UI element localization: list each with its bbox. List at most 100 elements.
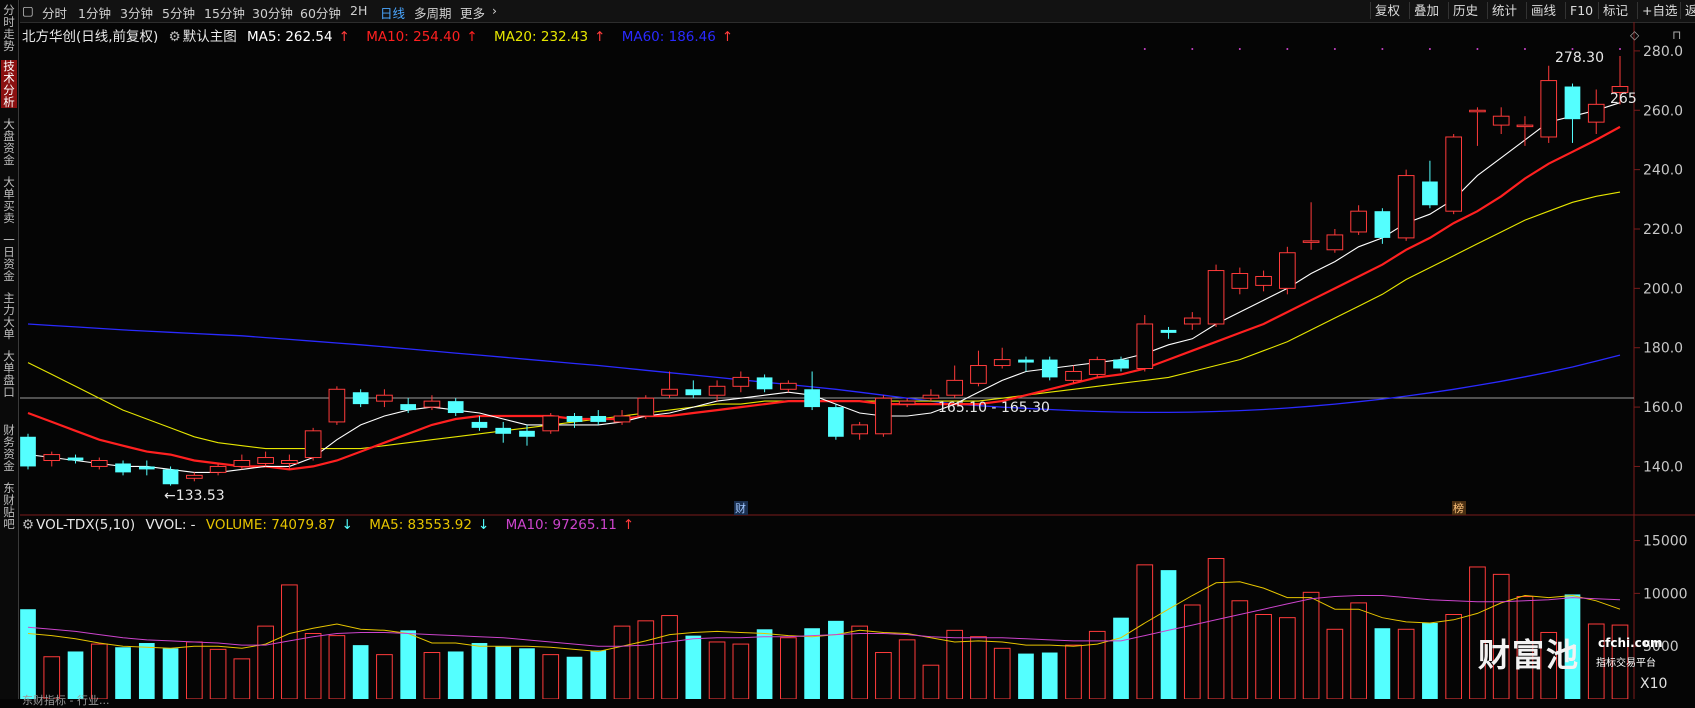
ma60-series-line — [27, 323, 1621, 414]
event-dot — [1333, 48, 1336, 50]
volume-bar — [233, 658, 251, 699]
period-tab-intraday[interactable]: 分时 — [42, 6, 68, 21]
candle-body — [946, 379, 964, 396]
toolbar-draw-button[interactable]: 画线 — [1526, 2, 1560, 19]
period-tab-1min[interactable]: 1分钟 — [78, 6, 111, 21]
candle-body — [804, 389, 820, 408]
chevron-right-icon[interactable]: › — [492, 3, 497, 18]
candle-body — [1207, 270, 1225, 325]
diamond-icon[interactable]: ◇ — [1630, 28, 1640, 42]
toolbar-stats-button[interactable]: 统计 — [1487, 2, 1521, 19]
volume-bar — [946, 629, 964, 699]
volume-bar — [162, 648, 179, 699]
period-tab-daily[interactable]: 日线 — [380, 6, 406, 21]
volume-bar — [732, 643, 750, 699]
candle-body — [566, 415, 583, 422]
volume-bar — [447, 651, 464, 699]
toolbar-watchlist-button[interactable]: +自选 — [1637, 2, 1681, 19]
candle-body — [898, 400, 916, 405]
candle-body — [1065, 370, 1082, 381]
volume-bar — [1422, 622, 1438, 699]
candle-body — [637, 397, 655, 417]
candle-body — [1611, 86, 1629, 93]
tab-intraday[interactable]: 分时走势 — [3, 3, 15, 53]
candle-body — [1041, 359, 1058, 378]
candle-body — [162, 469, 179, 485]
toolbar-overlay-button[interactable]: 叠加 — [1409, 2, 1443, 19]
volume-bar — [519, 648, 535, 699]
candle-body — [780, 382, 797, 390]
tab-daily-funds[interactable]: 一日资金 — [3, 233, 15, 283]
toolbar-back-button[interactable]: 返回 — [1680, 2, 1695, 19]
candle-body — [1445, 136, 1463, 212]
period-tab-3min[interactable]: 3分钟 — [120, 6, 153, 21]
vol-indicator-name[interactable]: VOL-TDX(5,10) — [36, 517, 136, 533]
range-label: 165.10 - 165.30 — [938, 400, 1050, 416]
volume-bar — [1088, 630, 1106, 699]
left-tab-bar: 分时走势 技术分析 大盘资金 大单买卖 一日资金 主力大单 大单盘口 财务资金 … — [0, 0, 19, 699]
volume-bar — [1207, 558, 1225, 699]
tab-market-funds[interactable]: 大盘资金 — [3, 117, 15, 167]
period-tab-5min[interactable]: 5分钟 — [162, 6, 195, 21]
vol-ma10-value: MA10: 97265.11 ↑ — [505, 517, 635, 533]
candle-body — [1374, 211, 1391, 238]
period-tab-30min[interactable]: 30分钟 — [252, 6, 293, 21]
volume-bar — [471, 643, 488, 699]
event-dot — [1286, 48, 1289, 50]
tab-technical-analysis[interactable]: 技术分析 — [1, 60, 17, 108]
candle-body — [43, 454, 61, 462]
low-price-label: ←133.53 — [164, 488, 225, 504]
event-dot — [1523, 48, 1526, 50]
price-tick-label: 180.0 — [1643, 341, 1683, 357]
toolbar-adjust-button[interactable]: 复权 — [1370, 2, 1404, 19]
period-tab-multi[interactable]: 多周期 — [414, 6, 452, 21]
gear-icon[interactable]: ⚙ — [22, 517, 35, 533]
volume-bar — [708, 641, 726, 699]
scale-label: X10 — [1640, 676, 1668, 692]
period-tab-2h[interactable]: 2H — [350, 3, 368, 18]
candle-body — [1160, 329, 1177, 333]
candle-body — [590, 415, 607, 422]
tab-forum[interactable]: 东财贴吧 — [3, 481, 15, 531]
price-tick-label: 200.0 — [1643, 281, 1683, 297]
toolbar-mark-button[interactable]: 标记 — [1598, 2, 1632, 19]
event-dot — [1143, 48, 1146, 50]
ma5-value: MA5: 262.54 ↑ — [247, 29, 350, 45]
volume-bar — [1397, 628, 1415, 699]
toolbar-history-button[interactable]: 历史 — [1448, 2, 1482, 19]
volume-bar — [257, 625, 274, 699]
volume-bar — [376, 654, 393, 699]
volume-bar — [1183, 604, 1201, 699]
volume-bar — [43, 656, 61, 699]
rank-marker[interactable] — [1452, 501, 1466, 515]
lock-icon[interactable]: ⊓ — [1672, 28, 1681, 42]
period-tab-60min[interactable]: 60分钟 — [300, 6, 341, 21]
tab-financial-funds[interactable]: 财务资金 — [3, 423, 15, 473]
volume-bar — [613, 625, 631, 699]
candle-body — [90, 460, 108, 467]
price-tick-label: 240.0 — [1643, 163, 1683, 179]
period-tab-15min[interactable]: 15分钟 — [204, 6, 245, 21]
volume-bar — [1160, 570, 1177, 699]
candle-body — [661, 388, 678, 396]
volume-bar — [115, 647, 131, 699]
volume-bar — [542, 654, 560, 699]
toolbar-f10-button[interactable]: F10 — [1565, 2, 1597, 19]
tab-order-book[interactable]: 大单盘口 — [3, 349, 15, 399]
volume-ma10-line — [27, 595, 1621, 647]
lock-icon[interactable]: ▢ — [22, 3, 34, 18]
volume-bar — [352, 645, 369, 699]
finance-marker[interactable] — [734, 501, 748, 515]
price-tick-label: 220.0 — [1643, 222, 1683, 238]
candle-body — [1136, 323, 1154, 369]
volume-bar — [1255, 614, 1272, 699]
candle-body — [352, 392, 369, 405]
template-label[interactable]: 默认主图 — [182, 29, 237, 45]
gear-icon[interactable]: ⚙ — [168, 29, 181, 45]
volume-bar — [1469, 566, 1486, 699]
tab-large-orders[interactable]: 大单买卖 — [3, 175, 15, 225]
adjust-mode: (日线,前复权) — [76, 29, 159, 45]
period-tab-more[interactable]: 更多 — [460, 6, 486, 21]
tab-main-force[interactable]: 主力大单 — [3, 291, 15, 341]
